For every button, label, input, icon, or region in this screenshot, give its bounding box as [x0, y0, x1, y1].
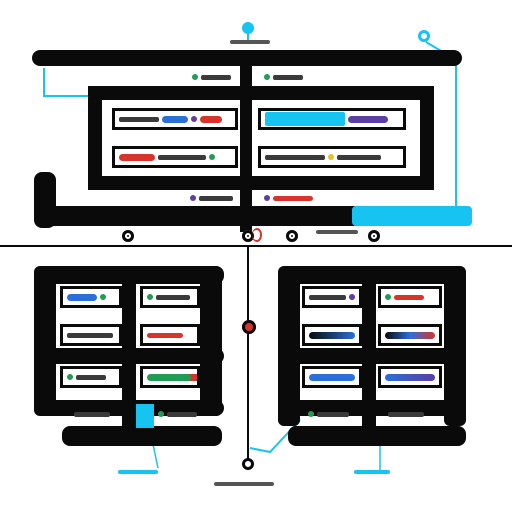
bl-middle-bar	[34, 348, 224, 364]
top-left-label	[188, 70, 236, 84]
left-cyan-wire	[43, 68, 90, 97]
br-middle-bar	[278, 348, 466, 364]
top-right-label	[260, 70, 308, 84]
bl-right-post	[200, 266, 222, 416]
bl-row-4-left	[70, 408, 122, 420]
bl-row-2-right[interactable]	[140, 324, 200, 346]
top-block-top-bar	[32, 50, 462, 66]
br-spine	[362, 266, 376, 426]
br-row-4-right	[384, 408, 434, 420]
top-left-row-1[interactable]	[112, 108, 238, 130]
br-caption	[354, 470, 390, 474]
bl-row-3-left[interactable]	[60, 366, 122, 388]
top-right-row-3	[260, 192, 320, 204]
top-block-frame-top	[88, 86, 434, 100]
br-row-1-left[interactable]	[302, 286, 362, 308]
top-node-caption	[230, 40, 270, 44]
top-node	[242, 22, 254, 34]
bl-caption	[118, 470, 158, 474]
wheel-2	[242, 230, 254, 242]
bl-row-2-left[interactable]	[60, 324, 122, 346]
top-block-frame-bottom	[88, 176, 434, 190]
wheel-1	[122, 230, 134, 242]
top-block-frame-left	[88, 86, 102, 190]
bl-spine	[122, 266, 136, 426]
bl-row-1-left[interactable]	[60, 286, 122, 308]
br-base-bar	[288, 426, 466, 446]
bl-cyan-block	[136, 404, 154, 428]
top-block-spine	[240, 62, 252, 232]
top-block-caption	[316, 230, 358, 234]
top-block-frame-right	[420, 86, 434, 190]
bl-row-3-right[interactable]	[140, 366, 200, 388]
top-block-cyan-tab	[352, 206, 472, 226]
bottom-caption	[214, 482, 274, 486]
br-row-2-right[interactable]	[378, 324, 442, 346]
top-right-row-2[interactable]	[258, 146, 406, 168]
wheel-3	[286, 230, 298, 242]
bl-left-post	[34, 266, 56, 416]
br-row-2-left[interactable]	[302, 324, 362, 346]
red-clip	[252, 228, 262, 242]
br-row-3-right[interactable]	[378, 366, 442, 388]
br-row-3-left[interactable]	[302, 366, 362, 388]
top-right-node	[418, 30, 430, 42]
bl-base-bar	[62, 426, 222, 446]
br-left-post	[278, 266, 300, 426]
br-row-4-left	[304, 408, 358, 420]
br-row-1-right[interactable]	[378, 286, 442, 308]
top-left-row-2[interactable]	[112, 146, 238, 168]
wheel-4	[368, 230, 380, 242]
br-right-post	[444, 266, 466, 426]
bl-row-1-right[interactable]	[140, 286, 200, 308]
bl-row-4-right	[154, 408, 204, 420]
top-right-row-1[interactable]	[258, 108, 406, 130]
center-node	[242, 320, 256, 334]
bottom-node	[242, 458, 254, 470]
top-left-row-3	[186, 192, 238, 204]
